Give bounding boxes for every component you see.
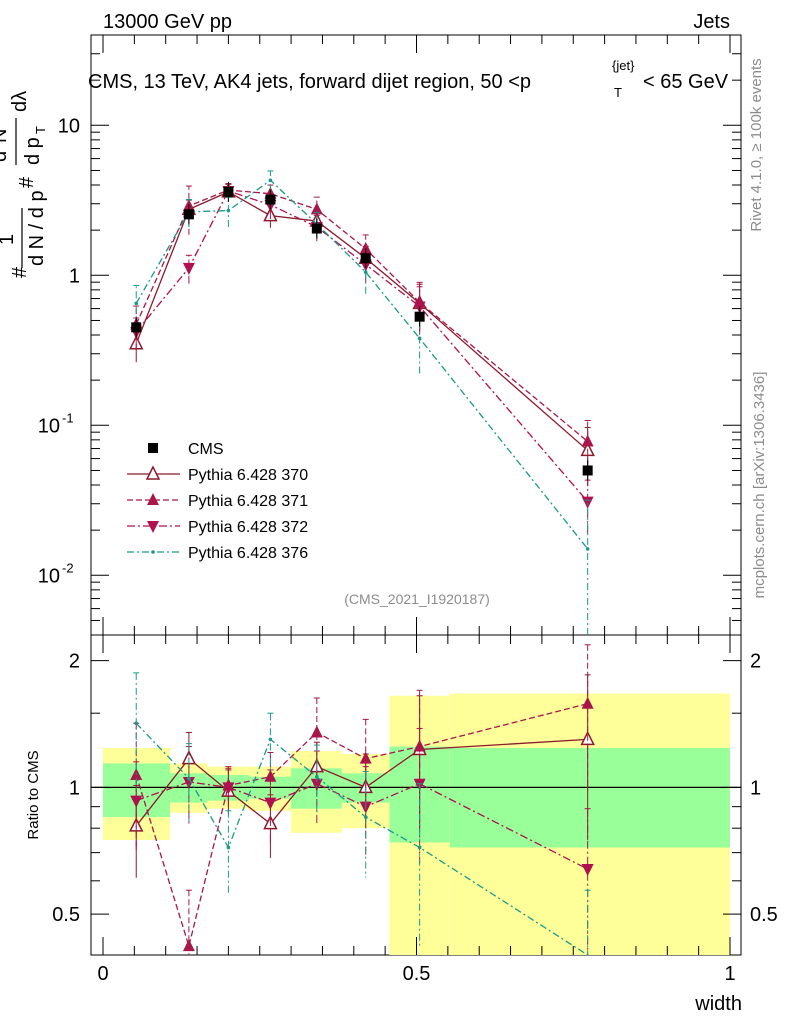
svg-text:d: d xyxy=(0,151,11,162)
x-tick-label: 0 xyxy=(97,963,108,985)
data-point xyxy=(183,209,194,220)
ratio-marker xyxy=(310,725,323,738)
ratio-y-axis-label: Ratio to CMS xyxy=(25,750,42,839)
x-axis-label: width xyxy=(694,993,742,1015)
data-point xyxy=(131,322,142,333)
y-tick-label: 10 xyxy=(38,415,60,437)
series-marker xyxy=(182,262,195,275)
series-marker xyxy=(585,547,590,551)
svg-text:#: # xyxy=(16,176,38,188)
svg-text:< 65 GeV: < 65 GeV xyxy=(643,71,729,93)
legend-label: Pythia 6.428 376 xyxy=(188,545,308,562)
svg-text:T: T xyxy=(614,85,622,100)
svg-text:#: # xyxy=(9,266,31,278)
legend-label: CMS xyxy=(188,441,224,458)
data-point xyxy=(223,186,234,197)
analysis-id: (CMS_2021_I1920187) xyxy=(344,591,490,607)
ratio-series-line xyxy=(135,703,588,949)
ratio-marker xyxy=(310,778,323,791)
data-point xyxy=(265,194,276,205)
stat-uncertainty-band xyxy=(449,748,730,848)
series-marker xyxy=(310,202,323,215)
legend-marker xyxy=(147,521,159,533)
svg-text:CMS, 13 TeV, AK4 jets, forward: CMS, 13 TeV, AK4 jets, forward dijet reg… xyxy=(88,71,531,93)
legend-marker-cms xyxy=(148,443,158,453)
series-marker xyxy=(268,178,273,183)
series-marker xyxy=(417,336,422,341)
ratio-marker xyxy=(581,864,594,877)
series-line xyxy=(135,190,589,503)
ratio-y-tick-label: 0.5 xyxy=(750,904,778,926)
ratio-y-tick-label: 2 xyxy=(750,651,761,673)
legend-marker xyxy=(151,550,155,554)
series-marker xyxy=(134,301,139,306)
svg-text:{jet}: {jet} xyxy=(612,58,635,73)
legend: CMS Pythia 6.428 370 Pythia 6.428 371 Pythi… xyxy=(127,441,308,562)
ratio-marker xyxy=(222,782,235,795)
ratio-marker xyxy=(315,774,319,779)
ratio-marker xyxy=(268,737,273,742)
y-tick-label: 1 xyxy=(69,265,80,287)
ratio-marker xyxy=(226,845,231,850)
ratio-marker xyxy=(581,696,594,709)
legend-label: Pythia 6.428 372 xyxy=(188,519,308,536)
legend-marker xyxy=(147,493,159,505)
x-tick-label: 1 xyxy=(724,963,735,985)
series-marker xyxy=(359,241,372,254)
ratio-marker xyxy=(130,795,143,808)
legend-marker xyxy=(145,465,161,480)
series-marker xyxy=(226,208,231,213)
ratio-marker xyxy=(359,751,372,764)
series-marker xyxy=(581,434,594,447)
svg-text:N: N xyxy=(0,129,11,143)
plot-title: CMS, 13 TeV, AK4 jets, forward dijet reg… xyxy=(88,58,729,100)
data-point xyxy=(414,311,425,322)
ratio-series-line xyxy=(135,722,589,956)
ratio-marker xyxy=(134,721,139,726)
data-point xyxy=(360,253,371,264)
energy-label: 13000 GeV pp xyxy=(103,11,232,33)
series-line xyxy=(135,191,589,451)
ratio-marker xyxy=(182,776,195,789)
y-tick-label: 10 xyxy=(58,115,80,137)
series-line xyxy=(135,179,589,550)
mcplots-label: mcplots.cern.ch [arXiv:1306.3436] xyxy=(751,372,768,599)
ratio-marker xyxy=(187,776,191,781)
legend-label: Pythia 6.428 371 xyxy=(188,493,308,510)
series-line xyxy=(135,189,589,442)
data-point xyxy=(582,465,593,476)
main-y-axis-label: # 1 d N / d p # d 2 N d p T dλ xyxy=(0,91,48,278)
ratio-y-tick-label: 0.5 xyxy=(52,904,80,926)
svg-text:dλ: dλ xyxy=(9,91,31,112)
ratio-marker xyxy=(363,815,368,819)
ratio-y-tick-label: 2 xyxy=(69,651,80,673)
category-label: Jets xyxy=(693,11,730,33)
y-tick-label-exponent: -2 xyxy=(62,560,74,575)
ratio-y-tick-label: 1 xyxy=(750,777,761,799)
y-tick-label-exponent: -1 xyxy=(62,410,74,425)
rivet-label: Rivet 4.1.0, ≥ 100k events xyxy=(748,58,765,231)
y-tick-label: 10 xyxy=(38,565,60,587)
x-tick-label: 0.5 xyxy=(403,963,431,985)
series-marker xyxy=(363,270,368,274)
ratio-y-tick-label: 1 xyxy=(69,777,80,799)
svg-text:T: T xyxy=(33,126,48,134)
ratio-series-line xyxy=(136,781,588,870)
series-marker xyxy=(581,496,594,509)
data-point xyxy=(311,223,322,234)
ratio-marker xyxy=(417,845,422,850)
svg-text:1: 1 xyxy=(0,234,18,245)
svg-text:d p: d p xyxy=(22,137,44,165)
ratio-marker xyxy=(182,939,195,952)
svg-text:d N / d p: d N / d p xyxy=(26,190,48,266)
legend-label: Pythia 6.428 370 xyxy=(188,467,308,484)
ratio-marker xyxy=(264,797,277,810)
